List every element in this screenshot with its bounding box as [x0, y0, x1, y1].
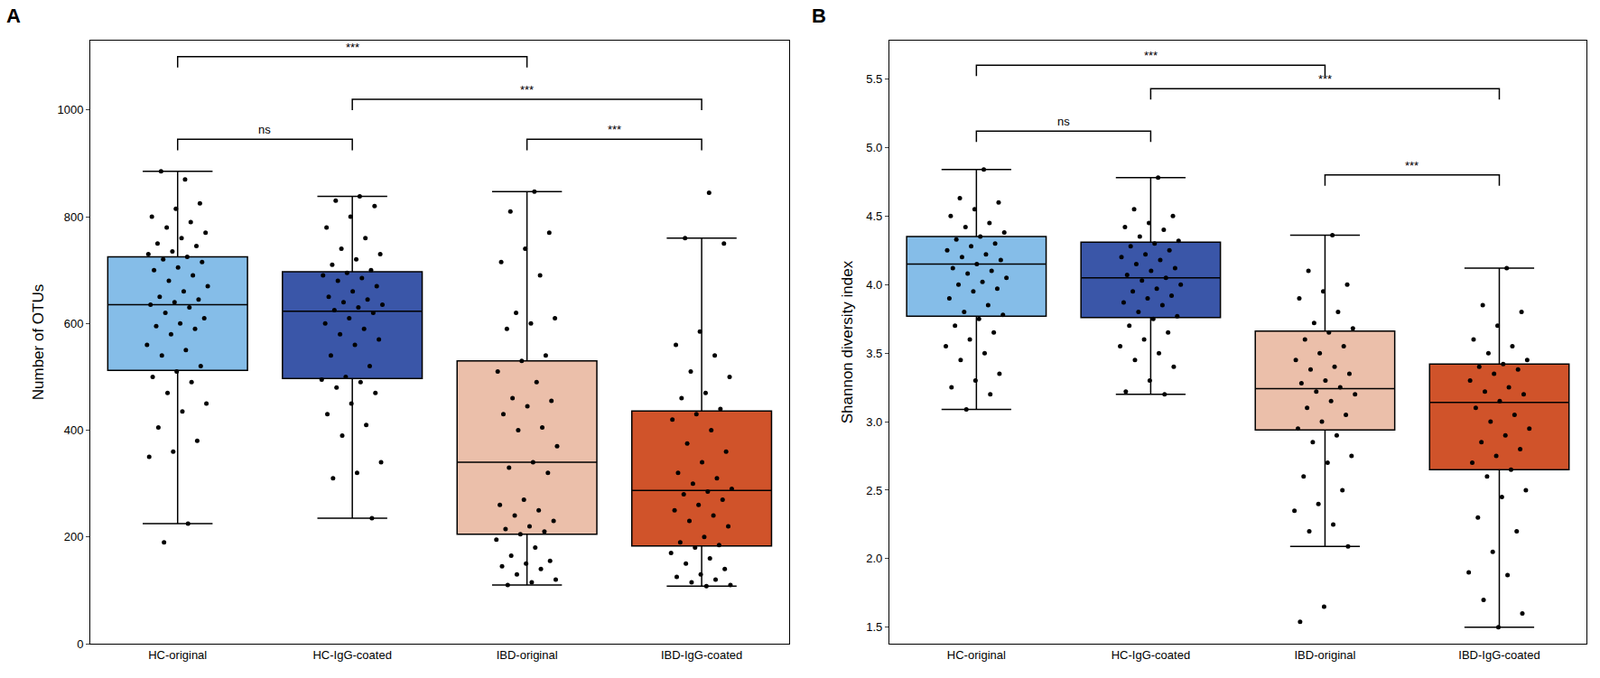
svg-text:***: ***: [607, 122, 622, 137]
svg-text:5.5: 5.5: [865, 72, 883, 86]
svg-text:***: ***: [520, 83, 534, 97]
svg-text:1.5: 1.5: [865, 620, 883, 634]
svg-text:200: 200: [64, 530, 84, 544]
svg-text:Shannon diversity index: Shannon diversity index: [838, 260, 856, 424]
svg-text:1000: 1000: [56, 102, 84, 117]
svg-text:HC-IgG-coated: HC-IgG-coated: [312, 648, 391, 662]
svg-text:Number of OTUs: Number of OTUs: [29, 284, 47, 400]
svg-text:HC-IgG-coated: HC-IgG-coated: [1111, 648, 1191, 662]
svg-text:5.0: 5.0: [865, 140, 883, 155]
svg-text:HC-original: HC-original: [148, 648, 207, 662]
svg-text:600: 600: [64, 316, 84, 331]
svg-text:IBD-original: IBD-original: [496, 648, 559, 662]
svg-text:4.5: 4.5: [865, 209, 883, 224]
svg-text:ns: ns: [1057, 114, 1070, 129]
svg-text:2.0: 2.0: [865, 551, 883, 566]
svg-text:0: 0: [76, 637, 84, 652]
svg-text:IBD-IgG-coated: IBD-IgG-coated: [660, 648, 743, 662]
svg-text:HC-original: HC-original: [947, 648, 1006, 662]
svg-text:***: ***: [1404, 158, 1419, 173]
svg-text:400: 400: [64, 423, 84, 438]
svg-text:ns: ns: [258, 122, 271, 137]
svg-text:B: B: [811, 4, 827, 28]
svg-text:2.5: 2.5: [865, 483, 883, 498]
svg-text:***: ***: [1144, 48, 1158, 63]
svg-text:3.5: 3.5: [865, 346, 883, 361]
svg-text:800: 800: [64, 210, 84, 224]
svg-text:***: ***: [345, 40, 360, 55]
svg-text:IBD-original: IBD-original: [1293, 648, 1356, 662]
svg-text:IBD-IgG-coated: IBD-IgG-coated: [1458, 648, 1540, 662]
svg-text:A: A: [6, 4, 21, 28]
svg-text:4.0: 4.0: [865, 278, 883, 292]
svg-text:***: ***: [1318, 72, 1332, 86]
svg-text:3.0: 3.0: [865, 415, 883, 429]
